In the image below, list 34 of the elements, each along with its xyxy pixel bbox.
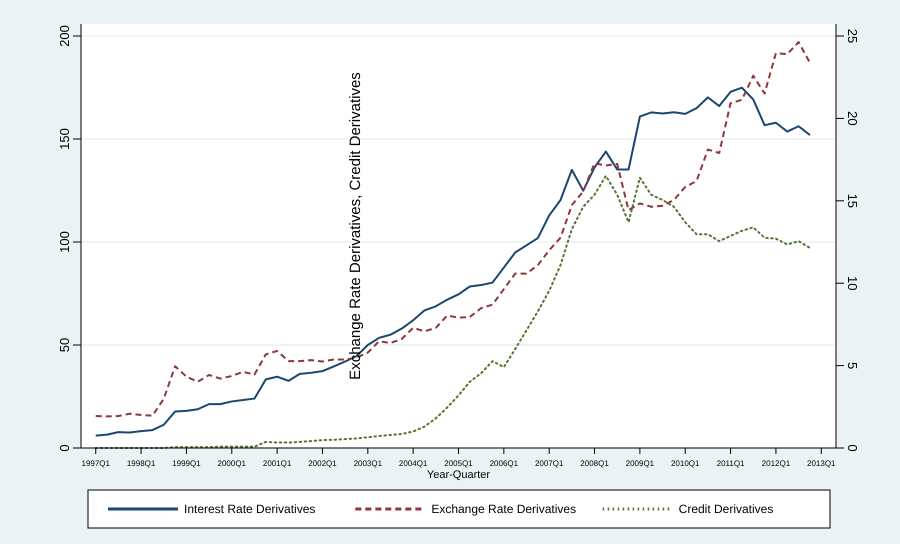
- x-tick-label: 2007Q1: [534, 459, 564, 468]
- legend-label: Interest Rate Derivatives: [184, 502, 316, 516]
- x-tick-label: 2005Q1: [444, 459, 474, 468]
- annotation: Exchange Rate Derivatives, Credit Derivatives: [347, 72, 364, 380]
- y-tick-label: 50: [57, 338, 72, 352]
- y2-tick-label: 15: [845, 194, 860, 208]
- x-tick-label: 2011Q1: [716, 459, 746, 468]
- x-tick-label: 2013Q1: [807, 459, 836, 468]
- x-tick-label: 2003Q1: [354, 459, 383, 468]
- x-tick-label: 2002Q1: [308, 459, 338, 468]
- x-tick-label: 1999Q1: [172, 459, 202, 468]
- x-tick-label: 2009Q1: [626, 459, 655, 468]
- x-tick-label: 2000Q1: [218, 459, 247, 468]
- y2-tick-label: 25: [845, 28, 860, 44]
- y-tick-label: 0: [57, 444, 72, 452]
- x-tick-label: 2001Q1: [262, 459, 292, 468]
- y2-tick-label: 5: [845, 362, 860, 370]
- x-tick-label: 2008Q1: [580, 459, 610, 468]
- x-axis-title: Year-Quarter: [426, 469, 490, 481]
- legend-label: Exchange Rate Derivatives: [431, 502, 576, 516]
- x-tick-label: 1998Q1: [126, 459, 156, 468]
- legend-label: Credit Derivatives: [678, 502, 774, 516]
- y-tick-label: 200: [57, 25, 72, 47]
- line-series: [94, 41, 811, 418]
- x-tick-label: 2004Q1: [398, 459, 428, 468]
- x-tick-label: 2010Q1: [670, 459, 700, 468]
- y2-tick-label: 0: [845, 444, 860, 452]
- x-tick-label: 2012Q1: [762, 459, 791, 468]
- y2-tick-label: 20: [845, 111, 860, 126]
- x-tick-label: 2006Q1: [490, 459, 519, 468]
- y-tick-label: 100: [57, 231, 72, 253]
- x-tick-label: 1997Q1: [82, 459, 111, 468]
- y-tick-label: 150: [57, 128, 72, 150]
- y2-tick-label: 10: [845, 276, 860, 290]
